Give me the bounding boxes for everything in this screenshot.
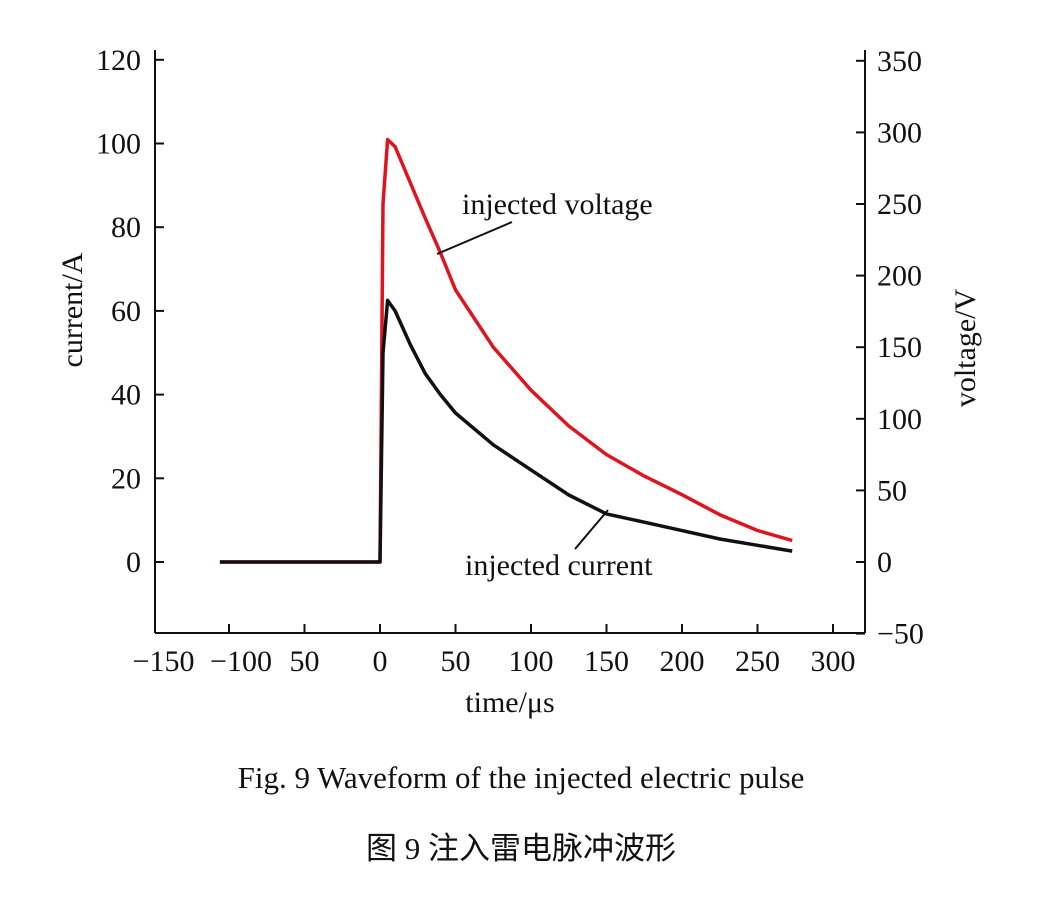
y-left-axis-label: current/A xyxy=(56,252,89,367)
x-tick-label: −100 xyxy=(210,645,272,678)
x-axis-label: time/μs xyxy=(465,686,554,719)
series xyxy=(219,137,793,564)
x-tick-label: 200 xyxy=(660,645,705,678)
voltage-annotation: injected voltage xyxy=(462,188,653,221)
injected-voltage-line xyxy=(219,137,793,564)
current-leader-line xyxy=(574,509,609,550)
y-right-tick-label: 100 xyxy=(877,403,922,436)
x-tick-label: 50 xyxy=(290,645,320,678)
y-right-tick-label: 0 xyxy=(877,546,892,579)
y-right-tick-label: 150 xyxy=(877,331,922,364)
x-tick-label: 150 xyxy=(584,645,629,678)
y-left-tick-label: 120 xyxy=(96,44,141,77)
current-annotation: injected current xyxy=(465,549,653,582)
y-left-tick-label: 60 xyxy=(111,295,141,328)
y-right-tick-label: 300 xyxy=(877,116,922,149)
y-right-tick-label: −50 xyxy=(877,618,924,651)
x-tick-label: 300 xyxy=(811,645,856,678)
injected-current-line xyxy=(219,298,793,564)
x-tick-label: −150 xyxy=(133,645,195,678)
y-left-tick-label: 80 xyxy=(111,211,141,244)
y-left-tick-label: 40 xyxy=(111,379,141,412)
axes xyxy=(154,50,866,634)
y-left-tick-label: 20 xyxy=(111,462,141,495)
y-left-tick-label: 0 xyxy=(126,546,141,579)
y-right-tick-label: 200 xyxy=(877,260,922,293)
caption-english: Fig. 9 Waveform of the injected electric… xyxy=(237,760,805,795)
x-tick-label: 100 xyxy=(509,645,554,678)
voltage-leader-line xyxy=(436,221,513,255)
x-tick-label: 0 xyxy=(373,645,388,678)
y-right-tick-label: 250 xyxy=(877,188,922,221)
y-left-tick-label: 100 xyxy=(96,128,141,161)
x-tick-label: 50 xyxy=(441,645,471,678)
y-right-tick-label: 350 xyxy=(877,45,922,78)
waveform-chart: −150 −100 50 0 50 100 150 200 250 300 0 20 40 60 80 100… xyxy=(56,44,982,719)
y-right-tick-label: 50 xyxy=(877,474,907,507)
x-tick-label: 250 xyxy=(735,645,780,678)
ticks: −150 −100 50 0 50 100 150 200 250 300 0 20 40 60 80 100… xyxy=(96,44,924,678)
y-right-axis-label: voltage/V xyxy=(949,289,982,408)
caption-chinese: 图 9 注入雷电脉冲波形 xyxy=(366,831,676,866)
